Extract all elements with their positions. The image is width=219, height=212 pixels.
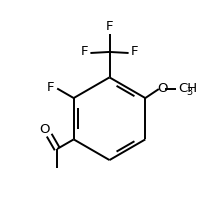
Text: 3: 3 bbox=[186, 87, 192, 97]
Text: F: F bbox=[47, 81, 54, 94]
Text: F: F bbox=[80, 45, 88, 58]
Text: F: F bbox=[106, 20, 113, 33]
Text: O: O bbox=[157, 82, 168, 95]
Text: F: F bbox=[131, 45, 139, 58]
Text: O: O bbox=[39, 123, 50, 136]
Text: CH: CH bbox=[178, 82, 197, 95]
